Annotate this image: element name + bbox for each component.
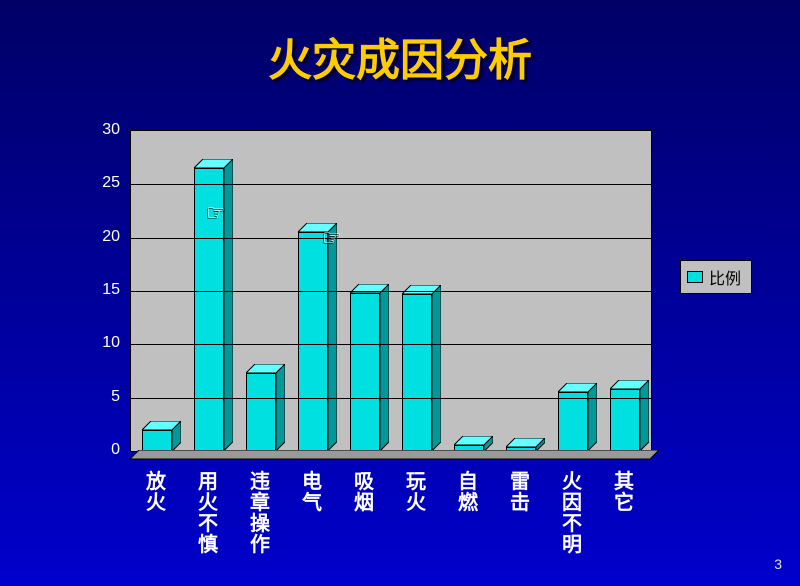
legend: 比例 [680,260,752,294]
x-category-label: 吸烟 [352,472,376,514]
y-tick-label: 30 [80,121,120,139]
pointer-icon: ☜ [322,225,342,251]
y-tick-label: 0 [80,441,120,459]
slide: 火灾成因分析 0 [0,0,800,586]
x-category-label: 玩火 [404,472,428,514]
x-category-label: 放火 [144,472,168,514]
page-number: 3 [774,556,782,572]
slide-title: 火灾成因分析 [0,24,800,88]
gridline [131,398,651,399]
y-tick-label: 15 [80,281,120,299]
bar [246,373,276,451]
x-category-label: 其它 [612,472,636,514]
legend-swatch [687,271,703,283]
x-category-label: 违章操作 [248,472,272,556]
y-tick-label: 25 [80,174,120,192]
bar [142,430,172,451]
gridline [131,344,651,345]
legend-label: 比例 [709,265,741,289]
bar [402,294,432,451]
plot-area [130,130,652,452]
gridline [131,238,651,239]
bar [558,392,588,451]
x-category-label: 自燃 [456,472,480,514]
x-category-label: 雷击 [508,472,532,514]
bar [298,232,328,451]
y-tick-label: 10 [80,334,120,352]
gridline [131,291,651,292]
pointer-icon: ☜ [206,200,226,226]
x-category-label: 电气 [300,472,324,514]
y-tick-label: 20 [80,228,120,246]
y-tick-label: 5 [80,388,120,406]
x-category-label: 火因不明 [560,472,584,556]
gridline [131,184,651,185]
bar [350,293,380,451]
plot-floor [130,450,650,464]
x-category-label: 用火不慎 [196,472,220,556]
chart: 051015202530放火用火不慎违章操作电气吸烟玩火自燃雷击火因不明其它 [90,130,650,510]
